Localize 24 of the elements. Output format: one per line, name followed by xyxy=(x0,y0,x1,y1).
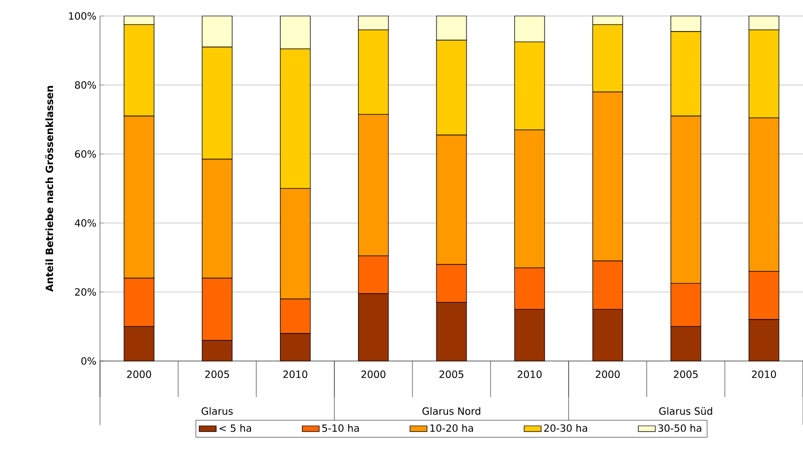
y-tick-label: 100% xyxy=(69,12,96,20)
x-tick-label: 2005 xyxy=(440,370,464,378)
x-tick-label: 2000 xyxy=(361,370,386,378)
text: Glarus Süd xyxy=(659,407,712,415)
legend-label: 30-50 ha xyxy=(658,424,702,432)
y-tick-label: 60% xyxy=(75,150,96,158)
legend-label: 5-10 ha xyxy=(322,424,359,432)
y-tick-label: 40% xyxy=(74,219,96,227)
legend-label: < 5 ha xyxy=(220,424,252,432)
x-tick-label: 2005 xyxy=(674,370,698,378)
x-tick-label: 2005 xyxy=(205,370,229,378)
legend-label: 20-30 ha xyxy=(544,424,588,432)
y-tick-label: 0% xyxy=(81,357,96,365)
y-tick-label: 20% xyxy=(75,288,96,296)
x-tick-label: 2000 xyxy=(596,370,620,378)
text: Glarus Nord xyxy=(422,407,480,415)
y-tick-label: 80% xyxy=(75,81,96,89)
x-tick-label: 2010 xyxy=(752,370,776,378)
y-axis-title: Anteil Betriebe nach Grössenklassen xyxy=(45,86,54,292)
x-tick-label: 2010 xyxy=(518,370,542,378)
x-tick-label: 2000 xyxy=(127,370,152,378)
text: Glarus xyxy=(202,407,233,415)
x-tick-label: 2010 xyxy=(283,370,308,378)
legend-label: 10-20 ha xyxy=(430,424,473,432)
